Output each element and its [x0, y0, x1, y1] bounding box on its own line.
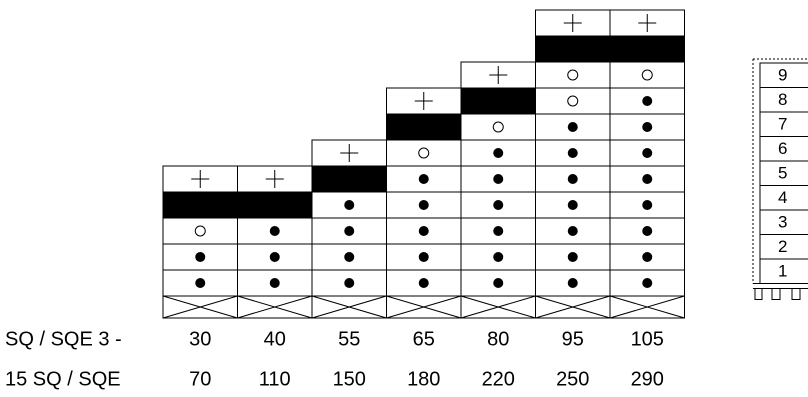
top-value: 105 [631, 328, 664, 350]
filled-dot [493, 252, 504, 262]
filled-dot [269, 226, 280, 236]
level-label: 2 [778, 237, 787, 256]
filled-dot [418, 278, 429, 288]
hollow-dot [418, 147, 430, 159]
cell [609, 61, 685, 89]
filled-dot [418, 174, 429, 184]
black-layer [237, 191, 313, 219]
filled-dot [269, 252, 280, 262]
bottom-value: 150 [333, 368, 366, 390]
plus [265, 170, 284, 188]
filled-dot [493, 278, 504, 288]
scale-side [752, 58, 808, 284]
plus [191, 170, 210, 188]
level-label: 1 [778, 262, 787, 281]
row-label: SQ / SQE 3 - [5, 328, 122, 350]
cell [460, 113, 536, 141]
black-layer [535, 35, 611, 63]
filled-dot [642, 174, 653, 184]
filled-dot [493, 226, 504, 236]
plus [563, 14, 582, 32]
cell [386, 139, 462, 167]
pallet-cross [460, 295, 536, 319]
pallet-cross [386, 295, 462, 319]
plus [489, 66, 508, 84]
top-value: 55 [338, 328, 360, 350]
filled-dot [567, 148, 578, 158]
pallet-cross [609, 295, 685, 319]
hollow-dot [567, 95, 579, 107]
plus [638, 14, 657, 32]
cell [609, 9, 685, 37]
pallet-cross [535, 295, 611, 319]
filled-dot [418, 200, 429, 210]
pallet-cross [162, 295, 238, 319]
filled-dot [493, 174, 504, 184]
level-label: 3 [778, 213, 787, 232]
level-label: 4 [778, 188, 787, 207]
filled-dot [493, 148, 504, 158]
hollow-dot [567, 69, 579, 81]
hollow-dot [641, 69, 653, 81]
filled-dot [642, 148, 653, 158]
cell [535, 61, 611, 89]
filled-dot [567, 200, 578, 210]
filled-dot [418, 226, 429, 236]
filled-dot [195, 252, 206, 262]
black-layer [609, 35, 685, 63]
top-value: 80 [487, 328, 509, 350]
row-label: 15 SQ / SQE [5, 368, 121, 390]
top-value: 30 [189, 328, 211, 350]
bottom-value: 220 [482, 368, 515, 390]
level-label: 9 [778, 66, 787, 85]
bottom-value: 70 [189, 368, 211, 390]
filled-dot [642, 96, 653, 106]
filled-dot [642, 252, 653, 262]
filled-dot [567, 174, 578, 184]
filled-dot [567, 122, 578, 132]
level-label: 6 [778, 139, 787, 158]
cell [162, 217, 238, 245]
bottom-value: 250 [556, 368, 589, 390]
filled-dot [344, 226, 355, 236]
top-value: 95 [562, 328, 584, 350]
filled-dot [567, 226, 578, 236]
filled-dot [418, 252, 429, 262]
black-layer [386, 113, 462, 141]
filled-dot [195, 278, 206, 288]
filled-dot [344, 252, 355, 262]
filled-dot [269, 278, 280, 288]
filled-dot [567, 252, 578, 262]
top-value: 65 [413, 328, 435, 350]
filled-dot [344, 278, 355, 288]
filled-dot [344, 200, 355, 210]
level-label: 8 [778, 90, 787, 109]
hollow-dot [492, 121, 504, 133]
level-label: 5 [778, 164, 787, 183]
plus [414, 92, 433, 110]
bottom-value: 290 [631, 368, 664, 390]
pallet-cross [237, 295, 313, 319]
filled-dot [642, 122, 653, 132]
scale-pallet [753, 283, 808, 300]
cell [535, 87, 611, 115]
bottom-value: 180 [407, 368, 440, 390]
plus [340, 144, 359, 162]
bottom-value: 110 [259, 368, 291, 390]
black-layer [162, 191, 238, 219]
black-layer [460, 87, 536, 115]
filled-dot [493, 200, 504, 210]
hollow-dot [194, 225, 206, 237]
filled-dot [642, 226, 653, 236]
top-value: 40 [264, 328, 286, 350]
filled-dot [642, 200, 653, 210]
black-layer [311, 165, 387, 193]
filled-dot [567, 278, 578, 288]
pallet-cross [311, 295, 387, 319]
level-label: 7 [778, 115, 787, 134]
filled-dot [642, 278, 653, 288]
